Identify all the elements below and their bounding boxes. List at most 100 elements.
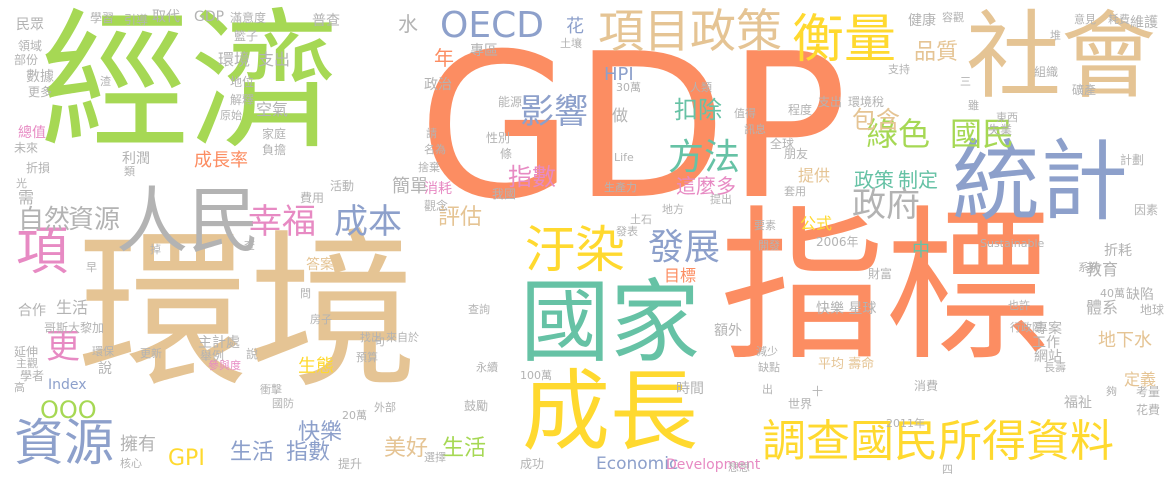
word-56: 教育 bbox=[1086, 260, 1119, 279]
word-199: 十 bbox=[812, 385, 823, 398]
word-110: 礦產 bbox=[1072, 83, 1097, 97]
word-8: 人民 bbox=[116, 179, 261, 263]
word-71: 普查 bbox=[312, 13, 340, 29]
word-19: 成本 bbox=[334, 202, 402, 242]
word-123: 世界 bbox=[788, 397, 813, 411]
word-164: 永續 bbox=[476, 361, 498, 374]
word-192: 掉 bbox=[150, 243, 161, 256]
word-135: 折損 bbox=[26, 161, 51, 175]
word-44: 支出 bbox=[258, 50, 291, 69]
word-75: 平均 壽命 bbox=[818, 357, 875, 372]
word-142: 外部 bbox=[374, 401, 396, 414]
word-146: 值得 bbox=[734, 107, 756, 120]
word-1: 經濟 bbox=[40, 0, 341, 170]
word-26: 更 bbox=[46, 327, 80, 367]
word-159: 也許 bbox=[1008, 299, 1030, 312]
word-128: 引導 bbox=[124, 13, 149, 27]
word-198: 類 bbox=[124, 165, 135, 178]
word-115: 計劃 bbox=[1120, 153, 1145, 167]
word-155: 發表 bbox=[616, 225, 638, 238]
word-40: 快樂 bbox=[298, 420, 343, 445]
word-158: 行政院 bbox=[1010, 321, 1043, 334]
word-156: 要素 bbox=[754, 219, 776, 232]
word-187: 支持 bbox=[888, 63, 910, 76]
word-86: 總值 bbox=[18, 125, 46, 141]
word-3: 指標 bbox=[720, 191, 1050, 383]
word-77: 專案 bbox=[1034, 321, 1062, 337]
word-149: 環境稅 bbox=[848, 95, 885, 109]
word-175: 容觀 bbox=[942, 11, 964, 24]
word-9: 項目政策 bbox=[598, 4, 782, 58]
word-166: 找出 bbox=[360, 331, 382, 344]
word-63: Index bbox=[48, 377, 87, 393]
word-124: 缺點 bbox=[758, 361, 780, 374]
word-171: 主觀 bbox=[16, 357, 38, 370]
word-119: 地球 bbox=[1140, 303, 1165, 317]
word-10: 衡量 bbox=[792, 10, 897, 70]
word-43: 環境 bbox=[218, 50, 251, 69]
word-177: 東西 bbox=[996, 111, 1018, 124]
word-66: 生態 bbox=[298, 356, 334, 377]
word-131: 領域 bbox=[18, 39, 43, 53]
word-147: 訊息 bbox=[744, 123, 766, 136]
word-54: 公式 bbox=[800, 214, 833, 233]
word-36: 政策 bbox=[854, 168, 894, 192]
word-52: 做 bbox=[612, 106, 629, 125]
word-182: 開發 bbox=[758, 239, 780, 252]
word-38: 這麼多 bbox=[676, 174, 736, 198]
word-20: OECD bbox=[440, 5, 544, 46]
word-32: 生活 bbox=[442, 436, 487, 461]
word-24: 自然 bbox=[18, 205, 71, 235]
word-78: 網站 bbox=[1034, 349, 1062, 365]
word-15: 發展 bbox=[648, 227, 721, 268]
word-140: 國防 bbox=[272, 397, 294, 410]
word-22: 綠色 bbox=[866, 115, 931, 153]
word-31: 美好 bbox=[384, 436, 429, 461]
word-183: 套用 bbox=[784, 185, 806, 198]
word-14: 項 bbox=[16, 222, 69, 282]
word-82: 成功 bbox=[520, 457, 545, 471]
word-195: 句 bbox=[374, 335, 385, 348]
word-127: 學習 bbox=[90, 11, 115, 25]
word-148: 支出 bbox=[818, 95, 843, 109]
word-173: 更新 bbox=[140, 347, 162, 360]
word-85: 民眾 bbox=[16, 17, 44, 33]
word-165: 來自於 bbox=[386, 331, 419, 344]
word-17: 影響 bbox=[520, 92, 588, 132]
word-81: 額外 bbox=[714, 323, 742, 339]
word-33: 生活 bbox=[230, 440, 275, 465]
word-23: 國民 bbox=[950, 115, 1015, 153]
word-61: Economic bbox=[596, 454, 679, 474]
word-57: 體系 bbox=[1086, 298, 1119, 317]
word-96: 性別 bbox=[486, 131, 511, 145]
word-170: 環保 bbox=[92, 345, 114, 358]
word-45: 空氣 bbox=[256, 100, 289, 119]
word-202: 請 bbox=[426, 127, 437, 140]
word-197: 光 bbox=[16, 177, 27, 190]
word-74: 快樂 星球 bbox=[816, 301, 877, 317]
word-188: 堆 bbox=[1050, 29, 1061, 42]
word-62: Development bbox=[666, 457, 761, 473]
word-126: 財富 bbox=[868, 267, 893, 281]
word-73: 政治 bbox=[424, 77, 452, 93]
word-112: 程度 bbox=[788, 103, 813, 117]
word-104: 費用 bbox=[300, 191, 325, 205]
word-194: 問 bbox=[300, 287, 311, 300]
word-76: 2006年 bbox=[816, 235, 859, 249]
word-139: 參與度 bbox=[208, 359, 241, 372]
word-18: 幸福 bbox=[248, 202, 316, 242]
word-29: 包含 bbox=[852, 106, 900, 134]
word-0: GDP bbox=[418, 11, 848, 244]
word-11: 調查國民所得資料 bbox=[762, 416, 1114, 467]
word-167: 預算 bbox=[356, 351, 378, 364]
word-154: 土石 bbox=[630, 213, 652, 226]
word-181: 土壤 bbox=[560, 37, 582, 50]
word-2: 環境 bbox=[78, 214, 419, 412]
word-49: 目標 bbox=[664, 266, 697, 285]
word-137: 學者 bbox=[20, 369, 45, 383]
word-136: 哥斯大黎加 bbox=[44, 321, 105, 335]
word-13: 汙染 bbox=[525, 221, 625, 279]
word-84: 合作 bbox=[18, 303, 46, 319]
word-117: 折耗 bbox=[1104, 243, 1132, 259]
word-59: 定義 bbox=[1124, 370, 1157, 389]
